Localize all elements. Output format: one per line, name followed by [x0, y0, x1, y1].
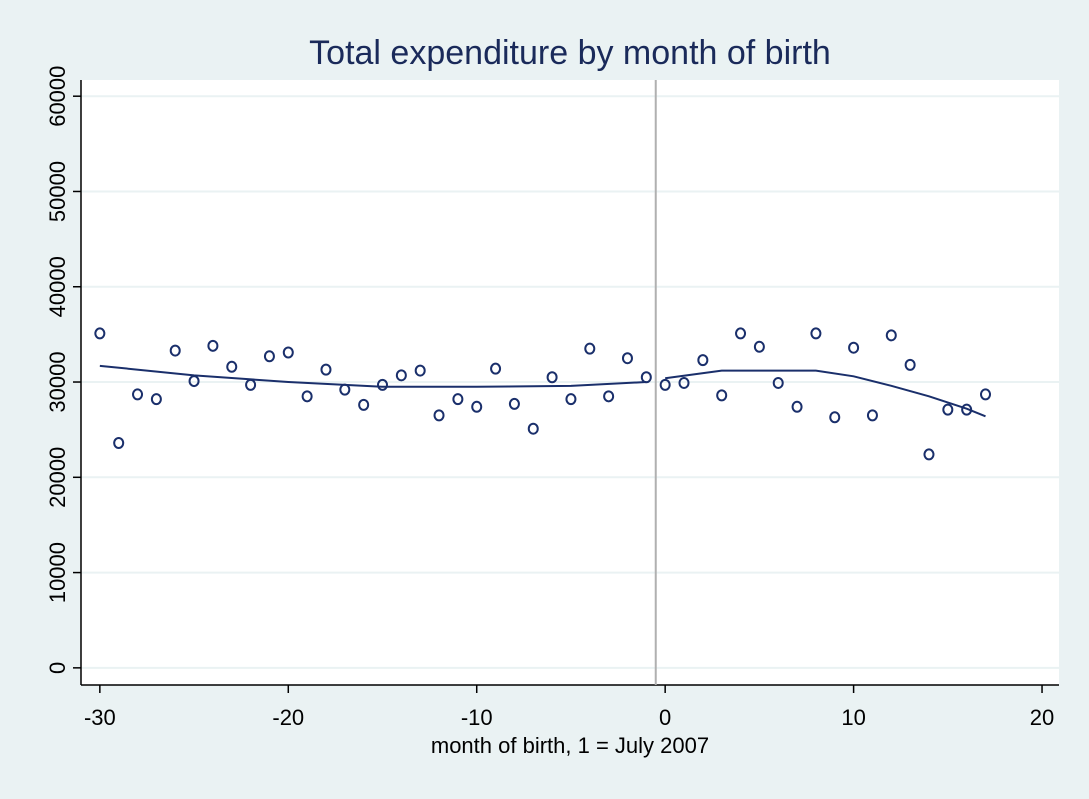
data-point [508, 397, 520, 410]
x-tick-label: 20 [1030, 705, 1054, 730]
data-point [169, 344, 181, 357]
data-point [113, 437, 125, 449]
data-point [263, 350, 275, 363]
data-point [471, 400, 483, 413]
data-point [245, 378, 257, 391]
data-point [640, 371, 652, 384]
y-tick-label: 50000 [45, 161, 70, 222]
data-point [433, 409, 445, 422]
data-point [395, 369, 407, 382]
y-tick-label: 20000 [45, 447, 70, 508]
data-point [358, 398, 370, 411]
y-tick-label: 30000 [45, 351, 70, 412]
x-tick-label: -10 [461, 705, 493, 730]
data-point [848, 341, 860, 354]
data-point [753, 340, 765, 353]
data-point [603, 390, 615, 403]
data-point [490, 362, 502, 375]
data-point [207, 339, 219, 352]
data-point [226, 360, 238, 373]
data-point [980, 388, 992, 401]
data-point [904, 358, 916, 371]
data-point [772, 376, 784, 389]
data-point [565, 393, 577, 406]
data-point [188, 375, 200, 388]
data-point [942, 403, 954, 416]
data-point [923, 448, 935, 461]
data-point [320, 363, 332, 376]
data-point [810, 327, 822, 340]
data-point [659, 378, 671, 391]
x-tick-label: -30 [84, 705, 116, 730]
data-point [132, 388, 144, 401]
data-point [94, 327, 106, 340]
chart-title: Total expenditure by month of birth [309, 34, 831, 72]
y-tick-label: 60000 [45, 66, 70, 127]
fit-line [665, 369, 986, 418]
y-tick-label: 0 [45, 662, 70, 674]
y-tick-label: 40000 [45, 256, 70, 317]
x-tick-label: -20 [272, 705, 304, 730]
data-point [678, 376, 690, 389]
data-point [697, 354, 709, 367]
data-point [866, 409, 878, 422]
data-point [150, 393, 162, 406]
data-point [621, 352, 633, 365]
data-point [414, 364, 426, 377]
data-point [961, 403, 973, 416]
data-point [546, 371, 558, 384]
x-axis-label: month of birth, 1 = July 2007 [431, 733, 709, 758]
data-point [282, 346, 294, 359]
data-point [885, 329, 897, 342]
data-point [452, 393, 464, 406]
data-point [791, 400, 803, 413]
data-point [735, 327, 747, 340]
data-point [527, 422, 539, 435]
data-point [829, 411, 841, 424]
data-point [301, 390, 313, 403]
x-tick-label: 10 [841, 705, 865, 730]
data-point [377, 378, 389, 391]
data-point [339, 383, 351, 396]
x-tick-label: 0 [659, 705, 671, 730]
data-point [584, 342, 596, 355]
data-point [716, 389, 728, 402]
y-tick-label: 10000 [45, 542, 70, 603]
